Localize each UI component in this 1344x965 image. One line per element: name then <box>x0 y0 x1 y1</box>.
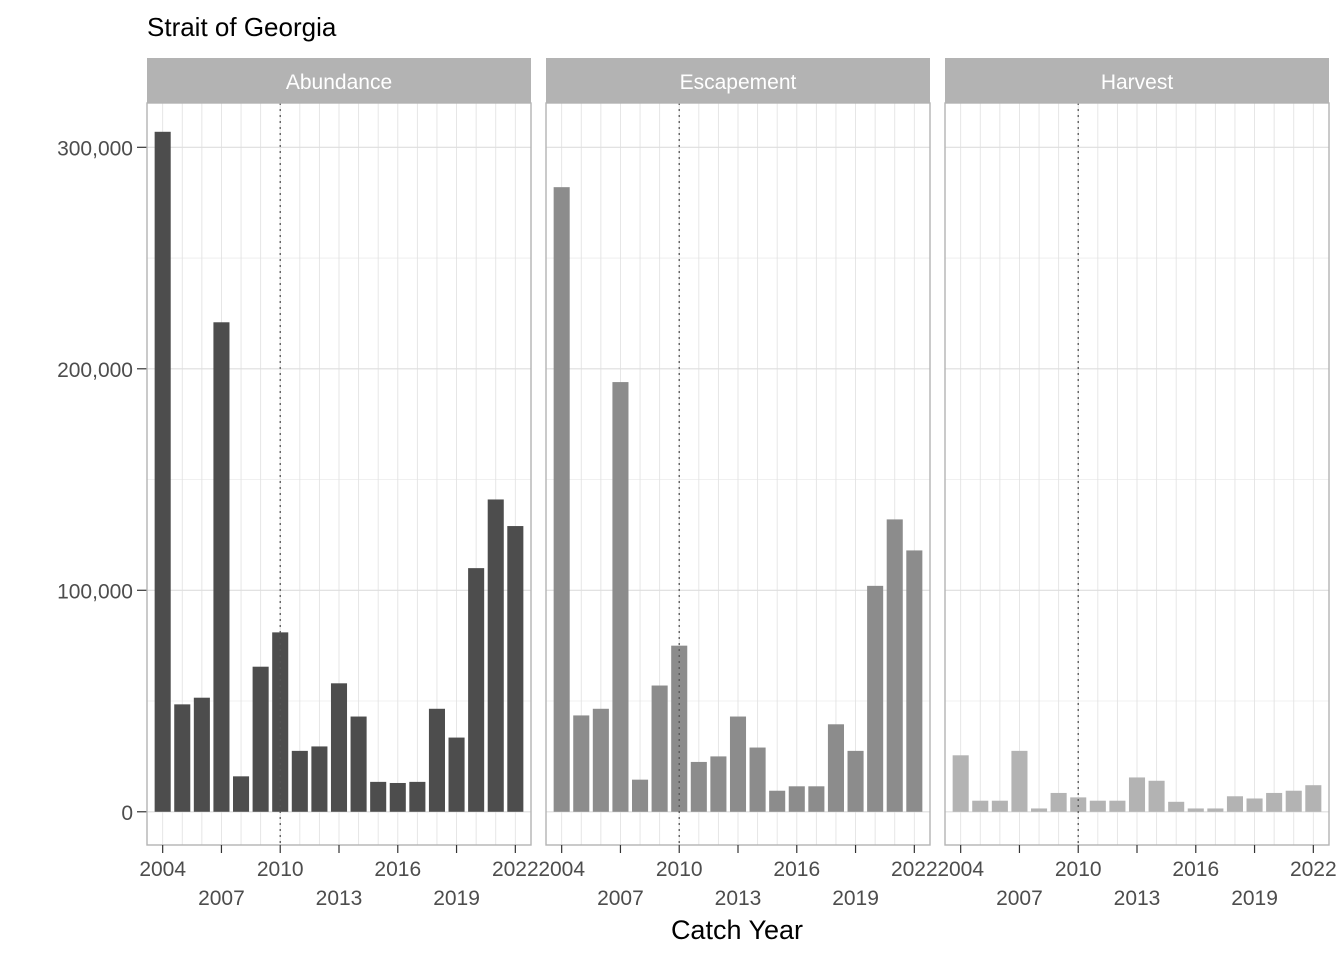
facet-strip <box>546 58 930 103</box>
bar <box>553 187 570 812</box>
bar <box>1011 750 1028 812</box>
bar <box>749 747 766 812</box>
bar <box>291 750 308 812</box>
bar <box>213 322 230 812</box>
facet-panel-abundance: Abundance 2004 2007 2010 2013 2016 2019 2022 <box>139 58 539 910</box>
bar <box>1207 808 1224 812</box>
x-tick-label: 2019 <box>433 887 480 910</box>
bar <box>1226 796 1243 812</box>
bar <box>1128 777 1146 812</box>
bar <box>729 716 747 812</box>
chart-title: Strait of Georgia <box>147 12 337 42</box>
x-tick-label: 2010 <box>1055 858 1102 881</box>
y-tick-label: 0 <box>121 802 133 825</box>
x-tick-label: 2013 <box>1114 887 1161 910</box>
bar <box>1266 792 1283 812</box>
facet-strip <box>945 58 1329 103</box>
x-tick-label: 2016 <box>1172 858 1219 881</box>
x-tick-label: 2007 <box>597 887 644 910</box>
bar <box>174 704 191 812</box>
x-tick-label: 2004 <box>538 858 585 881</box>
bar <box>1070 797 1087 812</box>
x-tick-label: 2013 <box>316 887 363 910</box>
bar <box>1031 808 1048 812</box>
bar <box>1285 790 1302 812</box>
facet-panel-escapement: Escapement 2004 2007 2010 2013 2016 2019 2022 <box>538 58 938 910</box>
bar <box>573 715 590 812</box>
x-axis-title: Catch Year <box>671 915 803 945</box>
x-tick-label: 2010 <box>257 858 304 881</box>
bar <box>1109 800 1126 812</box>
bar <box>972 800 989 812</box>
bar <box>886 519 903 812</box>
bar <box>827 724 844 812</box>
bar <box>710 756 727 812</box>
y-tick-label: 200,000 <box>57 359 133 382</box>
bar <box>154 131 171 812</box>
bar <box>409 781 426 812</box>
facet-strip-label: Escapement <box>680 71 797 94</box>
bar <box>252 666 269 812</box>
bar <box>1187 808 1204 812</box>
bar <box>1089 800 1106 812</box>
bar <box>507 526 524 812</box>
y-axis: 0 100,000 200,000 300,000 <box>57 137 147 825</box>
bar <box>330 683 348 812</box>
x-tick-label: 2004 <box>937 858 984 881</box>
bar <box>389 782 406 812</box>
bar <box>690 761 707 812</box>
bar <box>991 800 1008 812</box>
bar <box>1168 801 1185 812</box>
x-tick-label: 2007 <box>198 887 245 910</box>
facets: Abundance2004200720102013201620192022Esc… <box>139 58 1337 910</box>
x-tick-label: 2022 <box>891 858 938 881</box>
bar <box>592 708 609 812</box>
bar <box>1148 780 1165 812</box>
x-tick-label: 2016 <box>773 858 820 881</box>
facet-strip-label: Harvest <box>1101 71 1174 94</box>
bar <box>1246 798 1263 812</box>
bar <box>193 697 210 812</box>
bar <box>233 776 250 812</box>
x-tick-label: 2007 <box>996 887 1043 910</box>
y-tick-label: 100,000 <box>57 580 133 603</box>
bar <box>952 755 969 812</box>
bar <box>651 685 668 812</box>
bar <box>808 786 825 812</box>
x-tick-label: 2013 <box>715 887 762 910</box>
x-tick-label: 2010 <box>656 858 703 881</box>
bar <box>350 716 367 812</box>
x-tick-label: 2016 <box>374 858 421 881</box>
x-tick-label: 2019 <box>1231 887 1278 910</box>
x-tick-label: 2022 <box>492 858 539 881</box>
bar <box>1305 785 1322 812</box>
bar <box>612 382 629 812</box>
facet-panel-harvest: Harvest 2004 2007 2010 2013 2016 2019 2022 <box>937 58 1337 910</box>
bar <box>632 779 649 812</box>
bar <box>448 737 465 812</box>
y-tick-label: 300,000 <box>57 137 133 160</box>
bar <box>867 585 884 812</box>
facet-strip-label: Abundance <box>286 71 392 94</box>
bar <box>788 786 805 812</box>
x-tick-label: 2019 <box>832 887 879 910</box>
bar <box>906 550 923 812</box>
bar <box>1050 792 1067 812</box>
bar <box>847 750 864 812</box>
x-tick-label: 2022 <box>1290 858 1337 881</box>
bar <box>468 568 485 812</box>
x-tick-label: 2004 <box>139 858 186 881</box>
bar <box>428 708 445 812</box>
bar <box>769 790 786 812</box>
facet-strip <box>147 58 531 103</box>
bar <box>370 781 387 812</box>
bar <box>487 499 504 812</box>
bar <box>311 746 328 812</box>
